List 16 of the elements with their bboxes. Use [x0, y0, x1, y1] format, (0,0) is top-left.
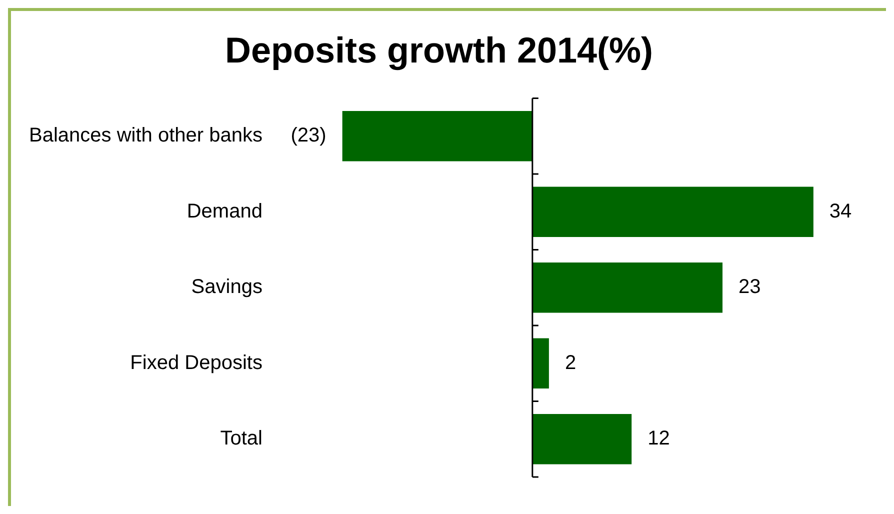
data-label: 34: [829, 200, 852, 222]
bar: [532, 262, 722, 313]
y-tick-label: Balances with other banks: [29, 124, 262, 147]
data-label: (23): [290, 124, 326, 147]
y-tick-label: Savings: [191, 276, 262, 298]
bar: [532, 414, 632, 464]
data-label: 2: [564, 352, 576, 374]
data-label: 12: [648, 428, 670, 450]
chart-title: Deposits growth 2014(%): [224, 30, 654, 71]
bar: [342, 110, 532, 162]
data-label: 23: [738, 276, 761, 298]
y-tick-label: Fixed Deposits: [130, 352, 262, 374]
bar: [532, 186, 814, 237]
bar: [532, 338, 549, 388]
y-tick-label: Total: [220, 428, 262, 450]
y-tick-label: Demand: [186, 200, 262, 222]
